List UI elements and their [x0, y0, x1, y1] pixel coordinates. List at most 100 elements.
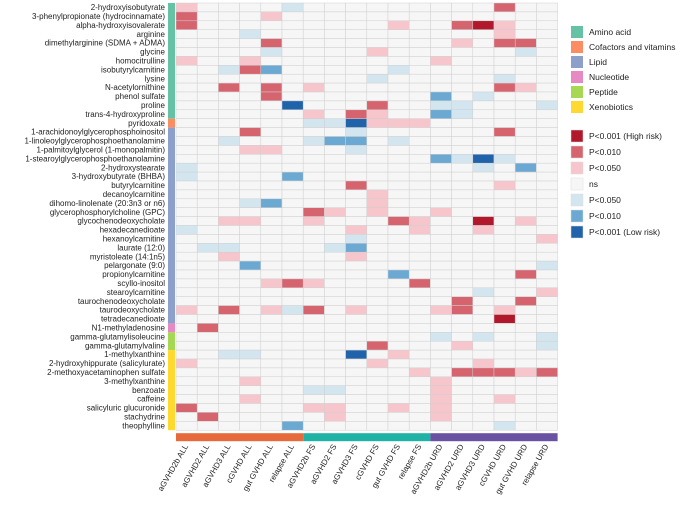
heatmap-cell: [408, 136, 431, 146]
heatmap-cell: [218, 136, 240, 146]
heatmap-cell: [514, 73, 537, 84]
heatmap-cell: [536, 82, 558, 93]
heatmap-cell: [345, 118, 368, 128]
heatmap-cell: [345, 243, 368, 253]
heatmap-cell: [345, 323, 368, 333]
heatmap-cell: [345, 189, 368, 200]
heatmap-cell: [324, 82, 346, 93]
row-label: gamma-glutamylvaline: [85, 341, 166, 350]
heatmap-cell: [408, 56, 431, 66]
heatmap-cell: [366, 296, 389, 306]
heatmap-cell: [514, 2, 537, 13]
legend-swatch: [570, 193, 584, 207]
heatmap-cell: [408, 358, 431, 369]
heatmap-cell: [196, 47, 219, 57]
heatmap-cell: [260, 332, 283, 342]
row-label: myristoleate (14:1n5): [90, 252, 165, 261]
heatmap-cell: [387, 2, 410, 13]
heatmap-cell: [387, 47, 410, 57]
heatmap-cell: [218, 332, 240, 342]
heatmap-cell: [472, 367, 495, 378]
heatmap-cell: [281, 385, 304, 395]
heatmap-cell: [302, 73, 325, 84]
heatmap-cell: [536, 296, 558, 306]
heatmap-cell: [493, 136, 516, 146]
heatmap-cell: [408, 198, 431, 208]
heatmap-cell: [451, 225, 474, 235]
heatmap-cell: [281, 323, 304, 333]
heatmap-cell: [281, 260, 304, 271]
heatmap-cell: [324, 403, 346, 413]
heatmap-cell: [536, 154, 558, 164]
heatmap-cell: [451, 127, 474, 137]
heatmap-cell: [366, 189, 389, 200]
heatmap-cell: [493, 154, 516, 164]
heatmap-cell: [175, 145, 198, 155]
heatmap-cell: [408, 29, 431, 39]
heatmap-cell: [536, 198, 558, 208]
heatmap-cell: [451, 314, 474, 324]
heatmap-cell: [218, 38, 240, 48]
heatmap-cell: [472, 91, 495, 102]
legend-swatch: [570, 129, 584, 143]
heatmap-cell: [451, 180, 474, 191]
heatmap-cell: [536, 403, 558, 413]
heatmap-cell: [302, 314, 325, 324]
heatmap-cell: [514, 376, 537, 386]
heatmap-cell: [302, 243, 325, 253]
heatmap-cell: [260, 82, 283, 93]
heatmap-cell: [324, 109, 346, 119]
heatmap-cell: [260, 358, 283, 369]
heatmap-cell: [345, 47, 368, 57]
heatmap-cell: [196, 251, 219, 262]
heatmap-cell: [281, 314, 304, 324]
heatmap-cell: [239, 403, 262, 413]
heatmap-cell: [260, 251, 283, 262]
heatmap-cell: [239, 91, 262, 102]
heatmap-cell: [493, 91, 516, 102]
heatmap-cell: [472, 29, 495, 39]
heatmap-cell: [451, 20, 474, 30]
heatmap-cell: [218, 2, 240, 13]
heatmap-cell: [366, 394, 389, 404]
heatmap-cell: [239, 385, 262, 395]
row-label: propionylcarnitine: [102, 270, 165, 279]
heatmap-cell: [514, 403, 537, 413]
heatmap-cell: [302, 198, 325, 208]
heatmap-cell: [239, 376, 262, 386]
heatmap-cell: [281, 269, 304, 280]
heatmap-cell: [175, 171, 198, 182]
heatmap-cell: [281, 243, 304, 253]
heatmap-cell: [302, 376, 325, 386]
heatmap-cell: [514, 82, 537, 93]
heatmap-cell: [430, 118, 452, 128]
heatmap-cell: [239, 82, 262, 93]
heatmap-cell: [387, 118, 410, 128]
heatmap-cell: [218, 180, 240, 191]
heatmap-cell: [387, 198, 410, 208]
heatmap-cell: [345, 2, 368, 13]
heatmap-cell: [218, 340, 240, 351]
heatmap-cell: [472, 65, 495, 75]
heatmap-cell: [302, 47, 325, 57]
heatmap-cell: [472, 385, 495, 395]
heatmap-cell: [366, 56, 389, 66]
heatmap-cell: [451, 394, 474, 404]
heatmap-cell: [387, 20, 410, 30]
heatmap-cell: [281, 20, 304, 30]
heatmap-cell: [175, 189, 198, 200]
heatmap-cell: [514, 11, 537, 22]
heatmap-cell: [493, 65, 516, 75]
heatmap-cell: [302, 29, 325, 39]
heatmap-cell: [218, 47, 240, 57]
heatmap-cell: [345, 100, 368, 111]
heatmap-cell: [345, 180, 368, 191]
heatmap-cell: [493, 358, 516, 369]
heatmap-cell: [514, 47, 537, 57]
row-label: lysine: [145, 74, 166, 83]
heatmap-cell: [493, 403, 516, 413]
heatmap-cell: [302, 367, 325, 378]
row-label: dimethylarginine (SDMA + ADMA): [45, 39, 166, 48]
heatmap-cell: [472, 162, 495, 173]
heatmap-cell: [218, 91, 240, 102]
